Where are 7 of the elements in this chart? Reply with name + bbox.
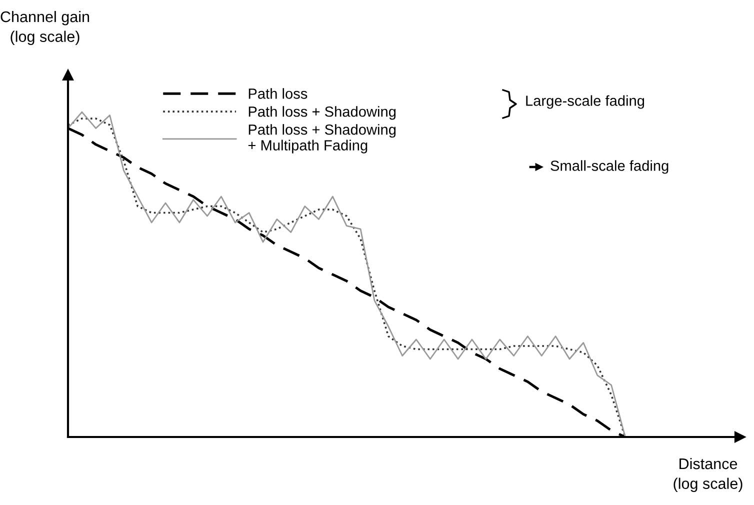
y-axis-title: Channel gain (log scale) [0,10,90,46]
annotation: Small-scale fading [550,160,668,174]
legend-label: Path loss + Shadowing + Multipath Fading [248,124,396,154]
text: Large-scale fading [526,95,644,109]
legend-label: Path loss [248,88,308,99]
x-axis-title: Distance (log scale) [674,458,742,492]
legend-label: Path loss + Shadowing [248,106,396,120]
